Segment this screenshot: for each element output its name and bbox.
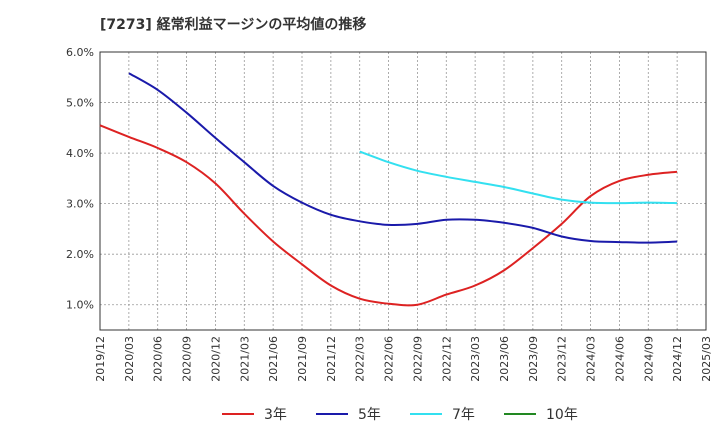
legend-label-3年: 3年 <box>264 407 287 423</box>
legend-label-7年: 7年 <box>452 407 475 423</box>
x-tick-label: 2024/09 <box>642 336 655 382</box>
series-line-3年 <box>99 124 678 307</box>
y-tick-label: 1.0% <box>66 299 94 312</box>
x-tick-label: 2024/12 <box>671 336 684 382</box>
x-tick-label: 2022/03 <box>354 336 367 382</box>
x-tick-label: 2020/03 <box>123 336 136 382</box>
x-tick-label: 2021/12 <box>325 336 338 382</box>
y-tick-label: 4.0% <box>66 147 94 160</box>
x-tick-label: 2024/06 <box>613 336 626 382</box>
x-tick-label: 2022/09 <box>411 336 424 382</box>
x-tick-label: 2024/03 <box>585 336 598 382</box>
legend-label-5年: 5年 <box>358 407 381 423</box>
legend: 3年 5年 7年 10年 <box>222 407 578 423</box>
x-axis-ticks: 2019/12 2020/03 2020/06 2020/09 2020/12 2021/… <box>94 336 713 382</box>
x-tick-label: 2023/09 <box>527 336 540 382</box>
series-line-7年 <box>359 150 678 205</box>
x-tick-label: 2025/03 <box>700 336 713 382</box>
plot-frame <box>99 51 707 331</box>
x-tick-label: 2020/09 <box>181 336 194 382</box>
x-tick-label: 2023/06 <box>498 336 511 382</box>
x-tick-label: 2021/03 <box>238 336 251 382</box>
x-tick-label: 2023/12 <box>556 336 569 382</box>
chart-title: [7273] 経常利益マージンの平均値の推移 <box>100 17 367 33</box>
grid-layer <box>100 52 706 330</box>
y-axis-ticks: 1.0% 2.0% 3.0% 4.0% 5.0% 6.0% <box>66 46 94 312</box>
x-tick-label: 2022/06 <box>383 336 396 382</box>
x-tick-label: 2019/12 <box>94 336 107 382</box>
y-tick-label: 2.0% <box>66 248 94 261</box>
x-tick-label: 2021/06 <box>267 336 280 382</box>
x-tick-label: 2022/12 <box>440 336 453 382</box>
y-tick-label: 6.0% <box>66 46 94 59</box>
y-tick-label: 5.0% <box>66 97 94 110</box>
x-tick-label: 2020/12 <box>209 336 222 382</box>
series-layer <box>99 72 678 307</box>
x-tick-label: 2020/06 <box>152 336 165 382</box>
x-tick-label: 2023/03 <box>469 336 482 382</box>
x-tick-label: 2021/09 <box>296 336 309 382</box>
y-tick-label: 3.0% <box>66 198 94 211</box>
series-line-5年 <box>128 72 678 244</box>
legend-label-10年: 10年 <box>546 407 578 423</box>
